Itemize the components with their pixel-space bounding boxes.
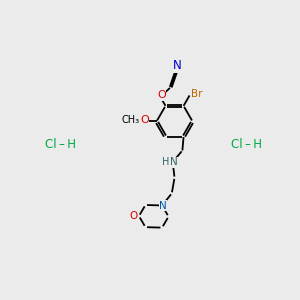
Text: CH₃: CH₃ xyxy=(122,115,140,125)
Text: O: O xyxy=(129,211,137,221)
Text: Br: Br xyxy=(191,89,203,99)
Text: Cl – H: Cl – H xyxy=(45,138,76,151)
Text: O: O xyxy=(157,90,166,100)
Text: N: N xyxy=(170,157,178,167)
Text: O: O xyxy=(140,115,149,124)
Text: Cl – H: Cl – H xyxy=(231,138,262,151)
Text: H: H xyxy=(162,157,170,167)
Text: N: N xyxy=(172,59,181,72)
Text: N: N xyxy=(159,201,167,211)
